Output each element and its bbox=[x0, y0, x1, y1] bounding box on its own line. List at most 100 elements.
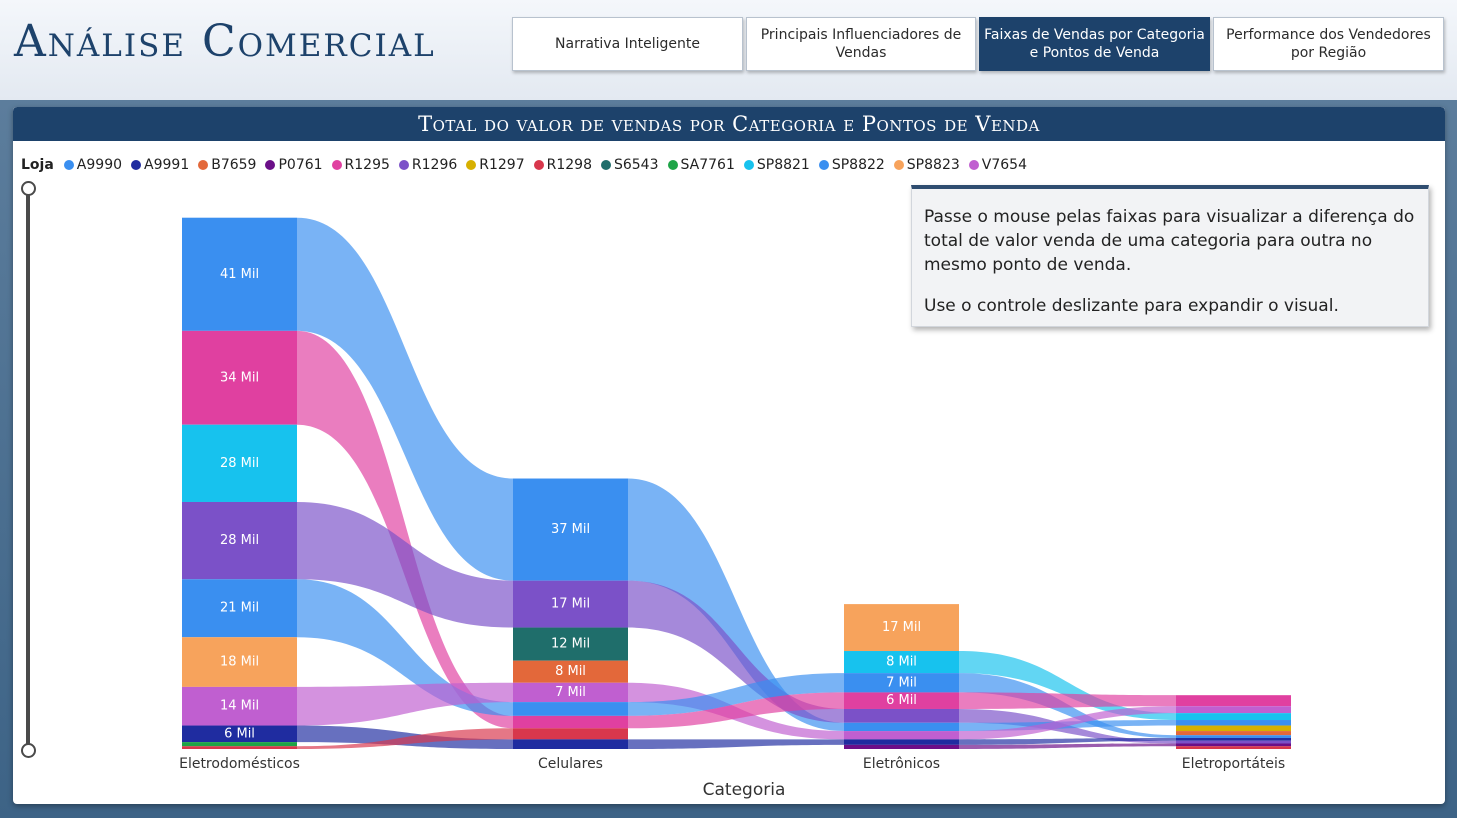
bar-segment-a9990[interactable] bbox=[513, 702, 628, 716]
legend-label: SP8821 bbox=[756, 157, 810, 173]
ribbon-sp8822-0[interactable] bbox=[297, 217, 513, 581]
bar-segment-r1296[interactable] bbox=[1176, 740, 1291, 744]
slider-handle-bottom[interactable] bbox=[21, 743, 36, 758]
legend-item-a9990[interactable]: A9990 bbox=[63, 157, 122, 173]
ribbon-sp8822-1[interactable] bbox=[628, 478, 844, 732]
legend-item-s6543[interactable]: S6543 bbox=[600, 157, 659, 173]
bar-segment-p0761[interactable] bbox=[1176, 743, 1291, 747]
legend-item-r1298[interactable]: R1298 bbox=[533, 157, 592, 173]
legend-item-r1296[interactable]: R1296 bbox=[398, 157, 458, 173]
legend-label: SP8822 bbox=[831, 157, 885, 173]
ribbon-a9990-0[interactable] bbox=[297, 579, 513, 716]
bar-segment-a9991[interactable] bbox=[1176, 737, 1291, 741]
category-label: Celulares bbox=[538, 756, 603, 772]
bar-segment-sp8822[interactable] bbox=[844, 722, 959, 732]
ribbon-chart[interactable]: 41 Mil 34 Mil 28 Mil 28 Mil 21 Mil 18 Mil 14 M… bbox=[13, 107, 1445, 804]
slider-track[interactable] bbox=[26, 189, 30, 751]
bar-segment-sp8821[interactable] bbox=[844, 651, 959, 674]
bar-segment-r1298[interactable] bbox=[1176, 746, 1291, 749]
category-labels: Eletrodomésticos Celulares Eletrônicos Elet… bbox=[179, 756, 1285, 772]
legend-item-sp8823[interactable]: SP8823 bbox=[893, 157, 960, 173]
tab-principais-influenciadores[interactable]: Principais Influenciadores de Vendas bbox=[746, 17, 976, 71]
bar-segment-r1297[interactable] bbox=[1176, 725, 1291, 732]
legend-dot bbox=[600, 160, 611, 170]
legend-item-sp8821[interactable]: SP8821 bbox=[743, 157, 810, 173]
legend-label: R1297 bbox=[479, 157, 525, 173]
bar-segment-r1296[interactable] bbox=[844, 708, 959, 723]
ribbon-a9991-2[interactable] bbox=[959, 737, 1176, 745]
ribbon-p0761-2[interactable] bbox=[959, 743, 1176, 749]
bar-segment-sp8822[interactable] bbox=[513, 478, 628, 581]
bar-segment-p0761[interactable] bbox=[844, 744, 959, 749]
legend-dot bbox=[667, 160, 678, 170]
bar-segment-a9991[interactable] bbox=[844, 739, 959, 745]
bar-segment-v7654[interactable] bbox=[513, 682, 628, 703]
bar-segment-r1298[interactable] bbox=[513, 728, 628, 740]
ribbon-r1295-2[interactable] bbox=[959, 692, 1176, 709]
bar-segment-sp8823[interactable] bbox=[182, 637, 297, 687]
legend-item-sp8822[interactable]: SP8822 bbox=[818, 157, 885, 173]
bar-segment-a9990[interactable] bbox=[182, 579, 297, 638]
bar-segment-r1296[interactable] bbox=[182, 501, 297, 580]
bar-segment-a9990[interactable] bbox=[844, 673, 959, 693]
bar-segment-sa7761[interactable] bbox=[182, 742, 297, 747]
legend-item-r1297[interactable]: R1297 bbox=[466, 157, 525, 173]
ribbon-v7654-0[interactable] bbox=[297, 682, 513, 726]
bar-segment-sp8822[interactable] bbox=[182, 217, 297, 331]
ribbon-r1295-1[interactable] bbox=[628, 692, 844, 729]
bar-segment-b7659[interactable] bbox=[1176, 731, 1291, 736]
data-label: 28 Mil bbox=[220, 533, 259, 548]
ribbon-a9990-1[interactable] bbox=[628, 673, 844, 716]
x-axis-title: Categoria bbox=[703, 780, 786, 800]
bar-segment-a9990[interactable] bbox=[1176, 735, 1291, 738]
ribbon-r1296-1[interactable] bbox=[628, 580, 844, 723]
ribbon-v7654-2[interactable] bbox=[959, 706, 1176, 740]
legend-item-v7654[interactable]: V7654 bbox=[968, 157, 1027, 173]
ribbon-r1295-0[interactable] bbox=[297, 330, 513, 729]
bar-segment-a9991[interactable] bbox=[182, 725, 297, 743]
ribbon-r1298-0[interactable] bbox=[297, 728, 513, 749]
legend-item-b7659[interactable]: B7659 bbox=[198, 157, 256, 173]
legend-item-sa7761[interactable]: SA7761 bbox=[667, 157, 735, 173]
top-bar: Análise Comercial Narrativa Inteligente … bbox=[0, 0, 1457, 100]
bar-segment-r1295[interactable] bbox=[182, 330, 297, 425]
data-label: 18 Mil bbox=[220, 655, 259, 670]
bar-segment-v7654[interactable] bbox=[182, 686, 297, 726]
legend-label: R1296 bbox=[411, 157, 458, 173]
slider-handle-top[interactable] bbox=[21, 181, 36, 196]
data-label: 12 Mil bbox=[551, 637, 590, 652]
bar-segment-r1296[interactable] bbox=[513, 580, 628, 628]
bar-segment-v7654[interactable] bbox=[844, 731, 959, 740]
bar-segment-sp8822[interactable] bbox=[1176, 720, 1291, 726]
data-label: 28 Mil bbox=[220, 456, 259, 471]
tab-narrativa-inteligente[interactable]: Narrativa Inteligente bbox=[512, 17, 743, 71]
ribbon-a9991-1[interactable] bbox=[628, 739, 844, 749]
bar-segment-v7654[interactable] bbox=[1176, 706, 1291, 714]
bar-segment-r1295[interactable] bbox=[513, 715, 628, 729]
tab-faixas-de-vendas[interactable]: Faixas de Vendas por Categoria e Pontos … bbox=[979, 17, 1210, 71]
app-title: Análise Comercial bbox=[14, 16, 436, 67]
data-label: 7 Mil bbox=[555, 685, 586, 700]
category-label: Eletrodomésticos bbox=[179, 756, 300, 772]
nodes-layer: 41 Mil 34 Mil 28 Mil 28 Mil 21 Mil 18 Mil 14 M… bbox=[182, 217, 1291, 749]
tab-performance-vendedores[interactable]: Performance dos Vendedores por Região bbox=[1213, 17, 1444, 71]
bar-segment-r1295[interactable] bbox=[844, 692, 959, 709]
legend-item-p0761[interactable]: P0761 bbox=[265, 157, 323, 173]
legend-dot bbox=[893, 160, 904, 170]
bar-segment-s6543[interactable] bbox=[513, 627, 628, 661]
bar-segment-r1295[interactable] bbox=[1176, 695, 1291, 707]
legend-item-r1295[interactable]: R1295 bbox=[331, 157, 390, 173]
legend-dot bbox=[533, 160, 544, 170]
legend-label: P0761 bbox=[278, 157, 323, 173]
bar-segment-r1298[interactable] bbox=[182, 746, 297, 749]
ribbon-r1296-0[interactable] bbox=[297, 501, 513, 628]
legend-label: S6543 bbox=[613, 157, 659, 173]
bar-segment-sp8821[interactable] bbox=[182, 424, 297, 502]
bar-segment-sp8821[interactable] bbox=[1176, 713, 1291, 721]
bar-segment-a9991[interactable] bbox=[513, 739, 628, 749]
bar-segment-sp8823[interactable] bbox=[844, 604, 959, 652]
legend-dot bbox=[743, 160, 754, 170]
bar-segment-b7659[interactable] bbox=[513, 660, 628, 683]
ribbon-sp8821-2[interactable] bbox=[959, 651, 1176, 721]
legend-item-a9991[interactable]: A9991 bbox=[131, 157, 189, 173]
